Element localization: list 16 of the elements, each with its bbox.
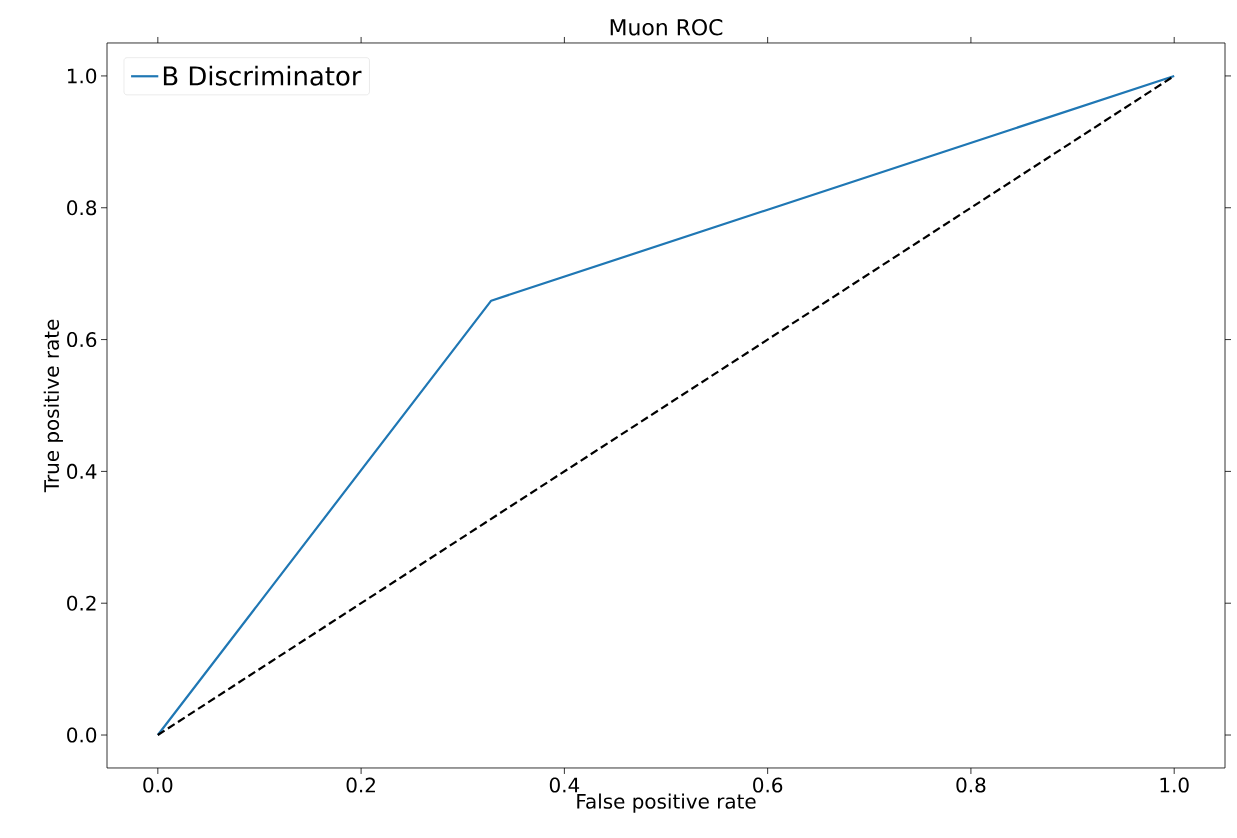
y-axis-title: True positive rate [43,319,63,493]
x-tick-label: 1.0 [1160,777,1189,793]
x-tick-label: 0.6 [753,777,783,793]
x-tick-label: 0.0 [143,777,173,793]
x-axis-title: False positive rate [577,793,756,813]
y-tick-label: 0.4 [67,463,97,479]
y-tick-label: 0.6 [67,332,97,348]
x-tick-label: 0.2 [346,777,375,793]
chart-title: Muon ROC [610,18,723,36]
y-tick-label: 0.2 [67,595,96,611]
y-tick-label: 1.0 [67,68,97,84]
y-tick-label: 0.0 [67,727,97,743]
x-tick-label: 0.8 [956,777,986,793]
x-tick-label: 0.4 [549,777,580,793]
y-tick-label: 0.8 [67,200,97,216]
legend-label: B Discriminator [163,65,362,86]
